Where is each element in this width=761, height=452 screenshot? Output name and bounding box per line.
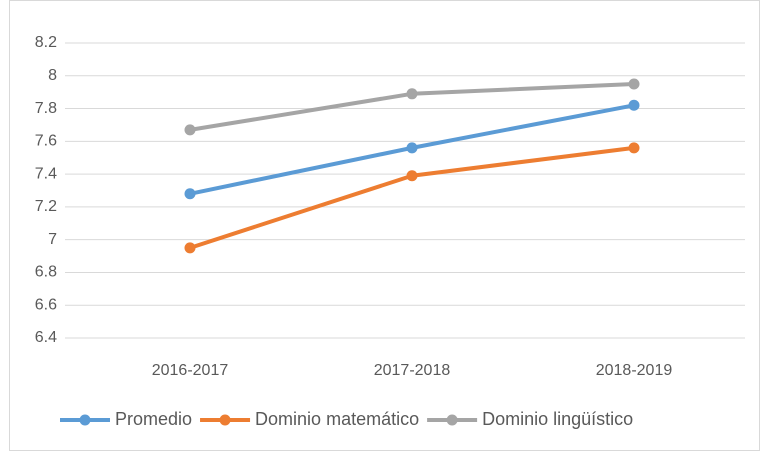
y-tick-label: 7.4 bbox=[35, 165, 57, 182]
legend: Promedio Dominio matemático Dominio lingüí… bbox=[60, 409, 633, 429]
legend-label: Dominio matemático bbox=[255, 409, 419, 429]
y-tick-label: 7.2 bbox=[35, 198, 57, 215]
y-tick-label: 6.6 bbox=[35, 296, 57, 313]
legend-label: Dominio lingüístico bbox=[482, 409, 633, 429]
series-point bbox=[628, 78, 640, 90]
series-point bbox=[184, 124, 196, 136]
y-tick-label: 7.6 bbox=[35, 133, 57, 150]
series-point bbox=[406, 88, 418, 100]
legend-marker bbox=[79, 414, 91, 426]
y-tick-label: 8 bbox=[48, 67, 57, 84]
x-tick-label: 2018-2019 bbox=[596, 362, 673, 379]
series-point bbox=[184, 242, 196, 254]
legend-marker bbox=[219, 414, 231, 426]
series-point bbox=[184, 188, 196, 200]
series-point bbox=[406, 170, 418, 182]
y-tick-label: 6.4 bbox=[35, 329, 57, 346]
series-point bbox=[628, 99, 640, 111]
y-tick-label: 7 bbox=[48, 231, 57, 248]
legend-marker bbox=[446, 414, 458, 426]
y-tick-label: 6.8 bbox=[35, 264, 57, 281]
x-tick-label: 2017-2018 bbox=[374, 362, 451, 379]
x-tick-label: 2016-2017 bbox=[152, 362, 229, 379]
y-tick-label: 8.2 bbox=[35, 34, 57, 51]
series-point bbox=[628, 142, 640, 154]
y-tick-label: 7.8 bbox=[35, 100, 57, 117]
legend-label: Promedio bbox=[115, 409, 192, 429]
series-point bbox=[406, 142, 418, 154]
chart-border bbox=[9, 0, 760, 451]
